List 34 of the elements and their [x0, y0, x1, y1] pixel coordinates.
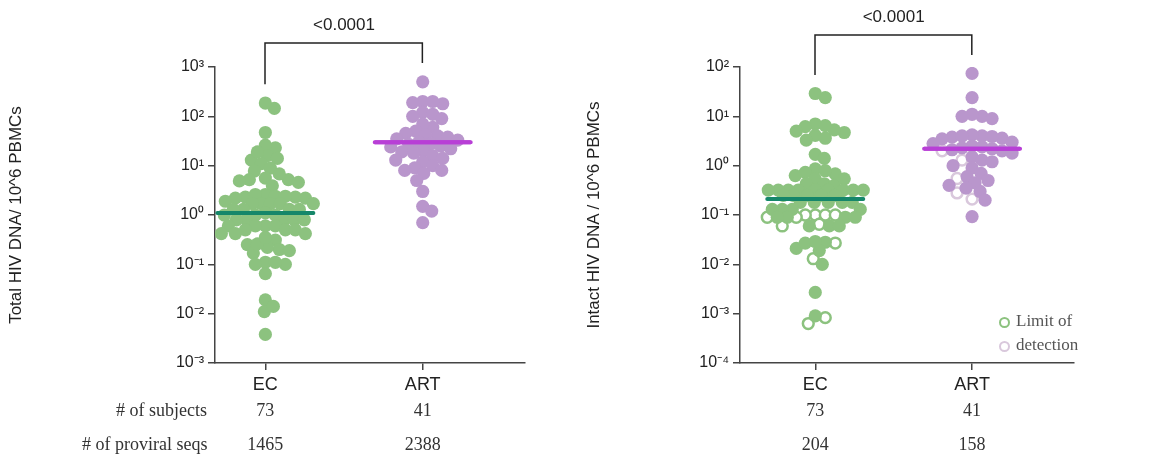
y-tick-label: 10² — [180, 106, 205, 124]
y-tick-label: 10¹ — [705, 106, 729, 124]
legend-label: detection — [1016, 335, 1079, 354]
text: <0.0001 — [862, 6, 925, 27]
y-tick-label: 10² — [705, 57, 730, 75]
text: 2388 — [404, 434, 441, 454]
x-tick-label: EC — [252, 373, 278, 394]
y-tick-label: 10⁻² — [700, 254, 730, 272]
y-tick-label: 10³ — [180, 57, 205, 75]
legend-label: Limit of — [1016, 311, 1073, 330]
y-tick-label: 10⁰ — [180, 205, 204, 223]
y-tick-label: 10⁻⁴ — [699, 353, 730, 371]
y-tick-label: 10⁰ — [705, 156, 729, 174]
text: # of subjects — [116, 400, 207, 420]
y-tick-label: 10⁻² — [175, 304, 205, 322]
y-axis-title: Intact HIV DNA / 10^6 PBMCs — [583, 101, 603, 329]
text: 41 — [413, 400, 432, 420]
text: # of proviral seqs — [82, 434, 208, 454]
y-tick-label: 10¹ — [180, 156, 204, 174]
y-tick-label: 10⁻³ — [700, 304, 730, 322]
y-tick-label: 10⁻¹ — [175, 254, 204, 272]
y-axis-title: Total HIV DNA/ 10^6 PBMCs — [5, 106, 25, 324]
text: <0.0001 — [313, 15, 375, 36]
x-tick-label: EC — [802, 373, 828, 394]
text: 204 — [801, 434, 829, 454]
x-tick-label: ART — [954, 373, 990, 394]
text: 41 — [963, 400, 982, 420]
text: 73 — [806, 400, 825, 420]
text: 73 — [256, 400, 275, 420]
y-tick-label: 10⁻¹ — [700, 205, 729, 223]
text: 1465 — [247, 434, 284, 454]
text: 158 — [958, 434, 986, 454]
x-tick-label: ART — [404, 373, 441, 394]
y-tick-label: 10⁻³ — [175, 353, 205, 371]
